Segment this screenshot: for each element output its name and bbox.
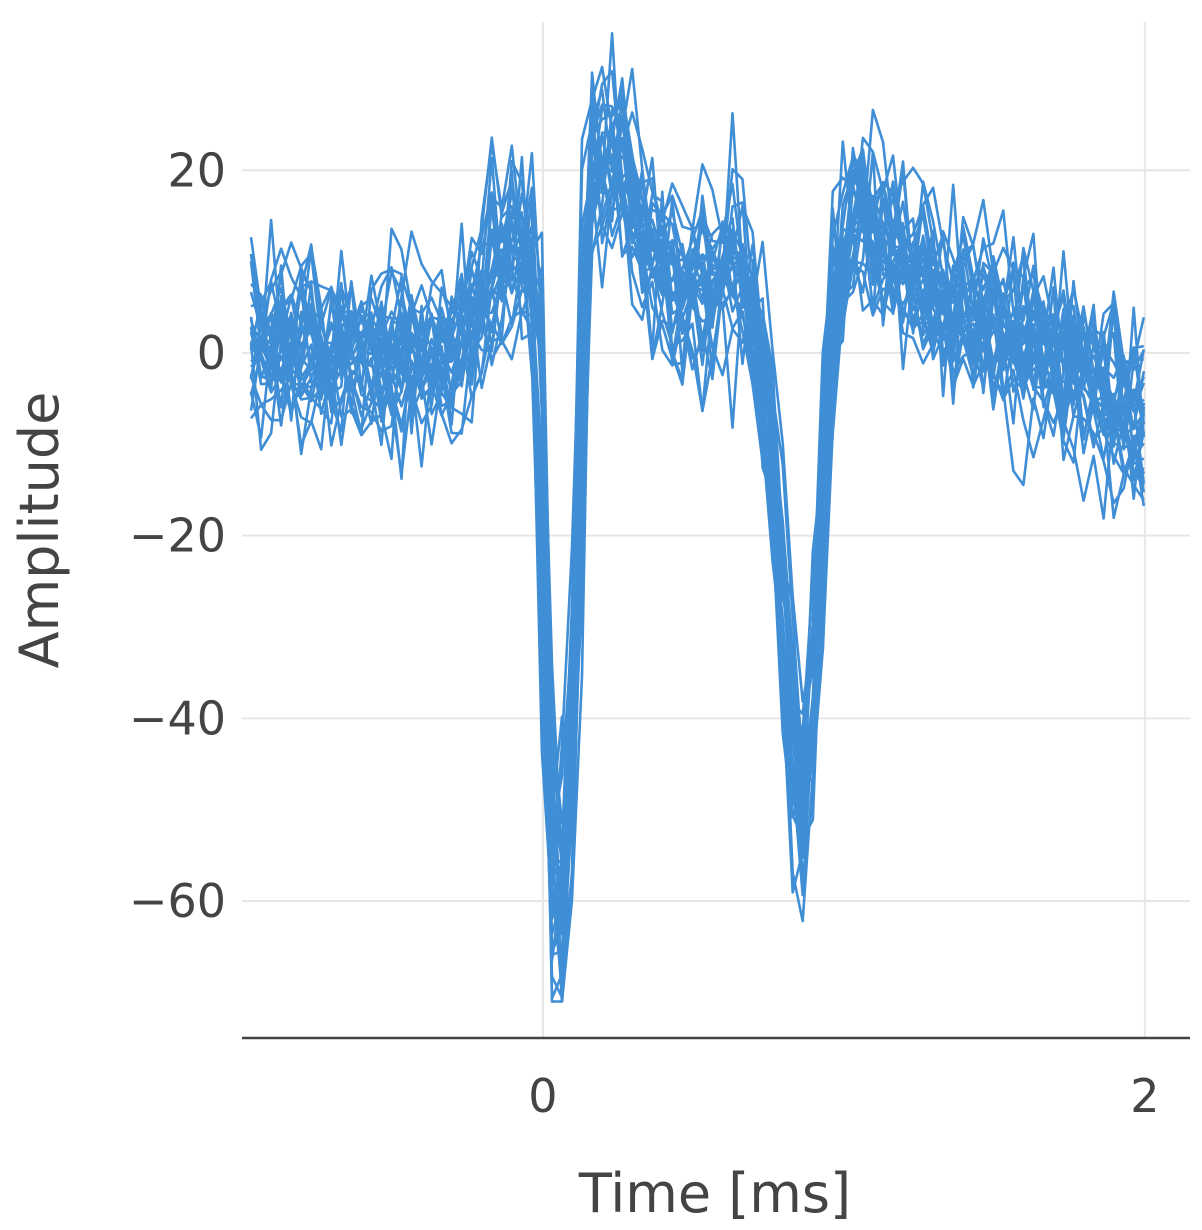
x-tick-label: 2 — [1130, 1069, 1159, 1123]
y-tick-label: −40 — [129, 691, 226, 745]
y-tick-label: −20 — [129, 509, 226, 563]
waveform-trace — [249, 150, 1145, 891]
waveform-trace — [249, 102, 1146, 865]
x-axis-title: Time [ms] — [578, 1162, 851, 1225]
y-tick-label: 20 — [167, 143, 226, 197]
y-axis-title: Amplitude — [8, 392, 71, 669]
waveform-trace — [249, 146, 1146, 921]
y-tick-labels: 20 0 −20 −40 −60 — [129, 143, 226, 928]
waveform-trace — [249, 67, 1144, 1003]
waveform-trace — [249, 70, 1146, 863]
y-tick-label: 0 — [197, 326, 226, 380]
waveform-trace — [249, 77, 1146, 953]
waveform-trace — [249, 139, 1145, 887]
waveform-trace — [250, 111, 1146, 815]
waveform-trace — [250, 108, 1145, 843]
waveform-traces — [249, 31, 1146, 1003]
waveform-trace — [250, 71, 1146, 1003]
x-tick-label: 0 — [528, 1069, 557, 1123]
waveform-trace — [249, 94, 1146, 999]
y-tick-label: −60 — [129, 874, 226, 928]
waveform-trace — [250, 88, 1146, 936]
